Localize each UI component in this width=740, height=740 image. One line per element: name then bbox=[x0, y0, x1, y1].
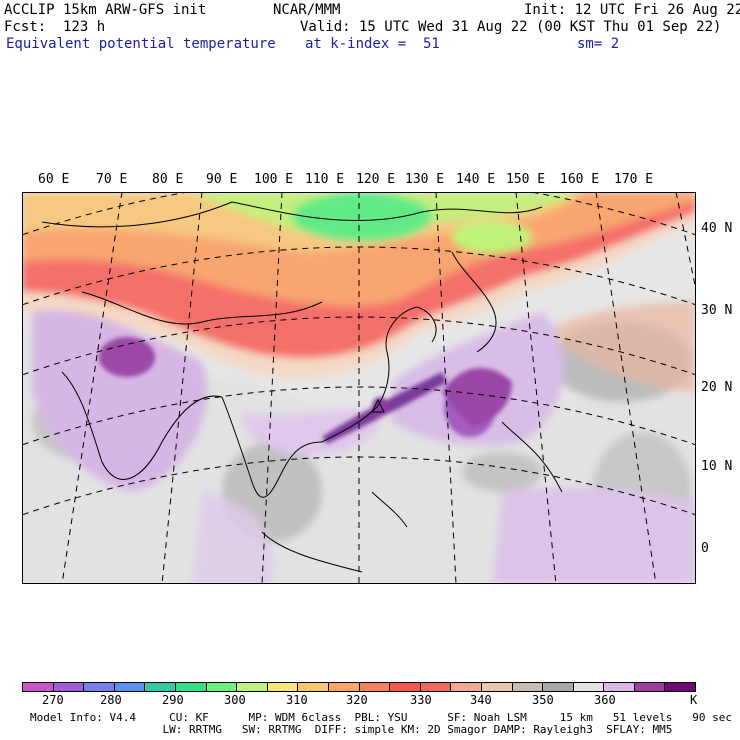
field-name: Equivalent potential temperature bbox=[6, 36, 276, 52]
colorbar-swatch bbox=[328, 683, 360, 691]
graticule bbox=[22, 192, 696, 584]
colorbar-swatch bbox=[420, 683, 452, 691]
colorbar-swatch bbox=[634, 683, 666, 691]
lon-label: 140 E bbox=[456, 172, 496, 187]
lon-label: 90 E bbox=[206, 172, 238, 187]
lon-label: 170 E bbox=[614, 172, 654, 187]
theta-e-map bbox=[22, 192, 696, 584]
lon-label: 130 E bbox=[405, 172, 445, 187]
colorbar-swatch bbox=[512, 683, 544, 691]
colorbar-tick-label: 350 bbox=[532, 693, 554, 707]
colorbar-swatch bbox=[175, 683, 207, 691]
colorbar-tick-label: 310 bbox=[286, 693, 308, 707]
colorbar-swatch bbox=[665, 683, 696, 691]
lon-label: 120 E bbox=[356, 172, 396, 187]
level-index: at k-index = 51 bbox=[305, 36, 440, 52]
colorbar-swatch bbox=[267, 683, 299, 691]
colorbar-swatch bbox=[543, 683, 574, 691]
colorbar-tick-label: 270 bbox=[42, 693, 64, 707]
colorbar-tick-label: 280 bbox=[100, 693, 122, 707]
colorbar-tick-label: 290 bbox=[162, 693, 184, 707]
colorbar-swatch bbox=[84, 683, 115, 691]
lon-label: 70 E bbox=[96, 172, 128, 187]
coastlines bbox=[41, 201, 563, 573]
organization: NCAR/MMM bbox=[273, 2, 341, 18]
colorbar-swatch bbox=[206, 683, 238, 691]
model-title: ACCLIP 15km ARW-GFS init bbox=[4, 2, 207, 18]
colorbar-swatch bbox=[604, 683, 635, 691]
colorbar-swatch bbox=[53, 683, 85, 691]
model-info-line1: Model Info: V4.4 CU: KF MP: WDM 6class P… bbox=[30, 711, 732, 724]
colorbar-swatch bbox=[359, 683, 391, 691]
colorbar-tick-label: 360 bbox=[594, 693, 616, 707]
lat-label: 20 N bbox=[701, 380, 733, 395]
colorbar-swatch bbox=[573, 683, 605, 691]
map-canvas bbox=[22, 192, 696, 584]
colorbar-swatch bbox=[145, 683, 176, 691]
smoothing: sm= 2 bbox=[577, 36, 620, 52]
colorbar-swatch bbox=[390, 683, 421, 691]
colorbar-tick-label: 330 bbox=[410, 693, 432, 707]
colorbar-swatch bbox=[23, 683, 54, 691]
lat-label: 10 N bbox=[701, 459, 733, 474]
colorbar-swatch bbox=[237, 683, 268, 691]
lon-label: 150 E bbox=[506, 172, 546, 187]
colorbar bbox=[22, 682, 696, 692]
lon-label: 110 E bbox=[305, 172, 345, 187]
forecast-hour: Fcst: 123 h bbox=[4, 19, 106, 35]
lon-label: 100 E bbox=[254, 172, 294, 187]
lon-label: 60 E bbox=[38, 172, 70, 187]
colorbar-swatch bbox=[451, 683, 482, 691]
lon-label: 80 E bbox=[152, 172, 184, 187]
colorbar-tick-label: 300 bbox=[224, 693, 246, 707]
colorbar-tick-label: 320 bbox=[346, 693, 368, 707]
model-info-line2: LW: RRTMG SW: RRTMG DIFF: simple KM: 2D … bbox=[30, 723, 673, 736]
colorbar-swatch bbox=[481, 683, 513, 691]
lon-label: 160 E bbox=[560, 172, 600, 187]
colorbar-tick-label: 340 bbox=[470, 693, 492, 707]
init-time: Init: 12 UTC Fri 26 Aug 22 bbox=[524, 2, 740, 18]
valid-time: Valid: 15 UTC Wed 31 Aug 22 (00 KST Thu … bbox=[300, 19, 722, 35]
lat-label: 30 N bbox=[701, 303, 733, 318]
colorbar-unit: K bbox=[690, 693, 698, 707]
lat-label: 40 N bbox=[701, 221, 733, 236]
colorbar-swatch bbox=[114, 683, 146, 691]
lat-label: 0 bbox=[701, 541, 709, 556]
colorbar-swatch bbox=[298, 683, 329, 691]
